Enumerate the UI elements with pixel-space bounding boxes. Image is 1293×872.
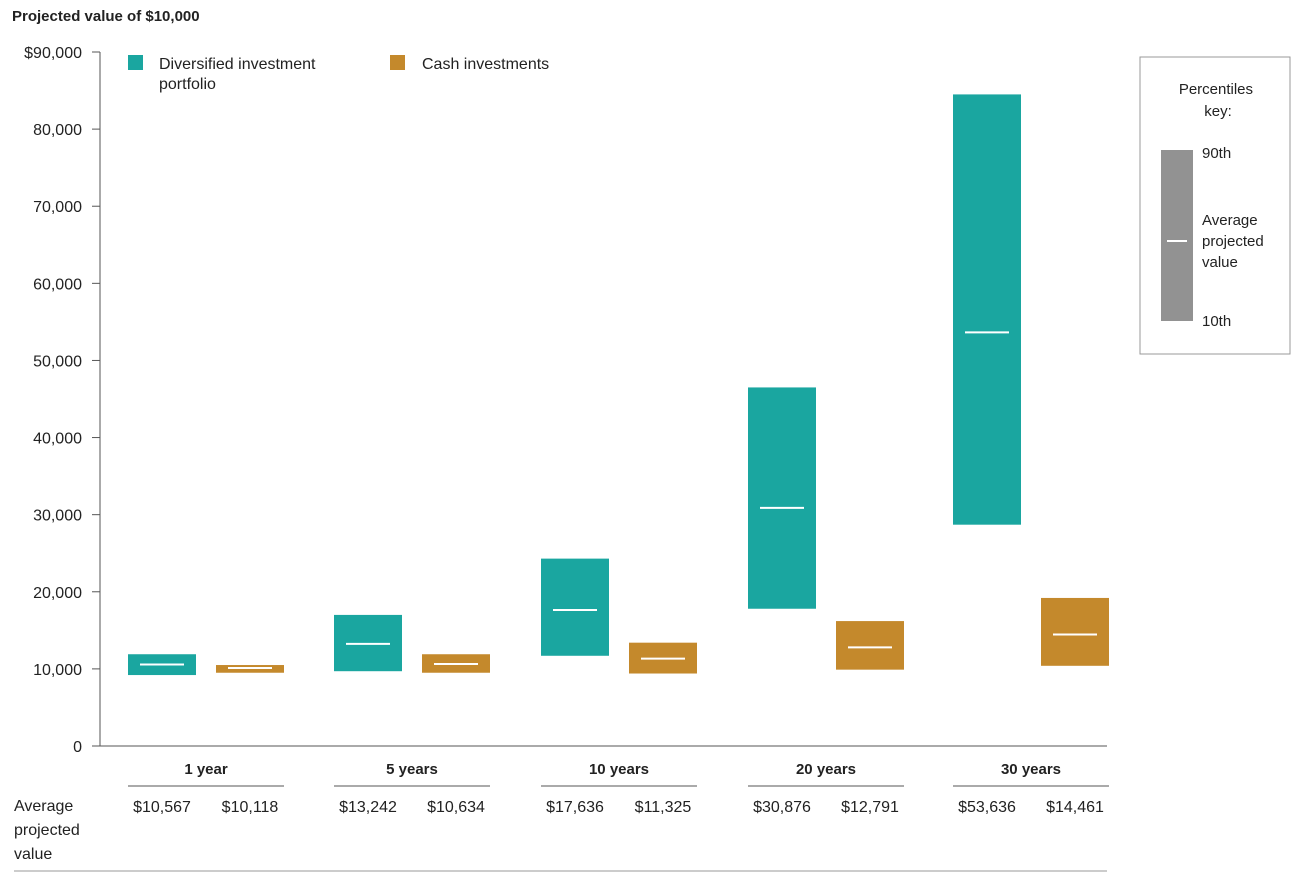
- y-tick-label: 60,000: [33, 276, 82, 293]
- category-labels: 1 year 5 years 10 years 20 years 30 years: [128, 761, 1109, 787]
- key-bar: [1161, 150, 1193, 321]
- bar-diversified-3: [748, 387, 816, 609]
- average-value-cash-4: $14,461: [1046, 799, 1104, 816]
- chart-title: Projected value of $10,000: [12, 8, 200, 25]
- average-value-diversified-3: $30,876: [753, 799, 811, 816]
- key-top-label: 90th: [1202, 145, 1231, 162]
- average-value-diversified-4: $53,636: [958, 799, 1016, 816]
- category-label: 1 year: [184, 761, 228, 778]
- legend-swatch-diversified: [128, 55, 143, 70]
- category-label: 5 years: [386, 761, 438, 778]
- y-tick-label: 40,000: [33, 431, 82, 448]
- legend: Diversified investment portfolio Cash in…: [128, 55, 549, 93]
- y-tick-label: 0: [73, 739, 82, 756]
- y-tick-label: 70,000: [33, 199, 82, 216]
- average-row-label: Average projected value: [14, 798, 84, 863]
- average-value-diversified-2: $17,636: [546, 799, 604, 816]
- bar-cash-4: [1041, 597, 1109, 666]
- y-tick-label: 10,000: [33, 662, 82, 679]
- average-values-row: $10,567 $10,118 $13,242 $10,634 $17,636 $11,3…: [133, 799, 1104, 816]
- legend-label-cash: Cash investments: [422, 56, 549, 73]
- key-title: Percentiles key:: [1179, 81, 1257, 120]
- key-middle-label: Average projected value: [1202, 212, 1268, 271]
- legend-label-diversified: Diversified investment portfolio: [159, 56, 320, 93]
- key-bottom-label: 10th: [1202, 313, 1231, 330]
- y-tick-label: 80,000: [33, 122, 82, 139]
- category-label: 10 years: [589, 761, 649, 778]
- category-label: 20 years: [796, 761, 856, 778]
- bar-diversified-4: [953, 94, 1021, 525]
- average-value-cash-0: $10,118: [222, 799, 279, 816]
- y-tick-label: 30,000: [33, 508, 82, 525]
- legend-swatch-cash: [390, 55, 405, 70]
- percentiles-key: Percentiles key: 90th Average projected …: [1139, 56, 1291, 355]
- average-value-cash-1: $10,634: [427, 799, 485, 816]
- average-value-diversified-1: $13,242: [339, 799, 397, 816]
- bar-cash-3: [836, 621, 904, 670]
- category-label: 30 years: [1001, 761, 1061, 778]
- average-value-diversified-0: $10,567: [133, 799, 191, 816]
- y-tick-label: 50,000: [33, 353, 82, 370]
- y-tick-label: $90,000: [24, 45, 82, 62]
- average-value-cash-3: $12,791: [841, 799, 899, 816]
- y-tick-label: 20,000: [33, 585, 82, 602]
- bars-group: [128, 94, 1109, 676]
- average-value-cash-2: $11,325: [635, 799, 692, 816]
- bar-diversified-2: [541, 558, 609, 656]
- y-axis-ticks: 0 10,000 20,000 30,000 40,000 50,000 60,000 70,…: [24, 45, 100, 756]
